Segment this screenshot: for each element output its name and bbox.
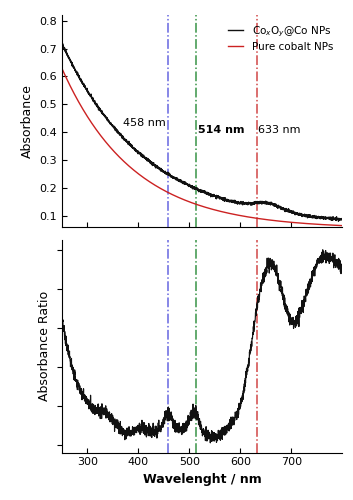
Co$_x$O$_y$@Co NPs — [196, 186, 201, 192]
Line: Pure cobalt NPs: Pure cobalt NPs — [62, 68, 342, 226]
Text: 458 nm: 458 nm — [123, 118, 166, 128]
Pure cobalt NPs — [332, 222, 336, 228]
Pure cobalt NPs — [340, 222, 345, 228]
Line: Co$_x$O$_y$@Co NPs: Co$_x$O$_y$@Co NPs — [62, 42, 342, 221]
Legend: Co$_x$O$_y$@Co NPs, Pure cobalt NPs: Co$_x$O$_y$@Co NPs, Pure cobalt NPs — [223, 20, 337, 56]
Text: 514 nm: 514 nm — [197, 125, 244, 135]
Pure cobalt NPs — [74, 94, 78, 100]
Pure cobalt NPs — [196, 202, 201, 208]
Co$_x$O$_y$@Co NPs — [340, 217, 345, 223]
Y-axis label: Absorbance Ratio: Absorbance Ratio — [38, 291, 51, 402]
Pure cobalt NPs — [281, 218, 285, 224]
Co$_x$O$_y$@Co NPs — [336, 218, 341, 224]
Pure cobalt NPs — [60, 65, 64, 71]
Co$_x$O$_y$@Co NPs — [332, 216, 336, 222]
Co$_x$O$_y$@Co NPs — [74, 69, 78, 75]
Co$_x$O$_y$@Co NPs — [189, 184, 193, 190]
Co$_x$O$_y$@Co NPs — [60, 40, 64, 46]
Text: 633 nm: 633 nm — [258, 125, 301, 135]
Y-axis label: Absorbance: Absorbance — [20, 84, 34, 158]
Co$_x$O$_y$@Co NPs — [281, 205, 285, 211]
Pure cobalt NPs — [189, 200, 193, 205]
Pure cobalt NPs — [332, 222, 336, 228]
Co$_x$O$_y$@Co NPs — [332, 216, 336, 222]
X-axis label: Wavelenght / nm: Wavelenght / nm — [143, 473, 262, 486]
